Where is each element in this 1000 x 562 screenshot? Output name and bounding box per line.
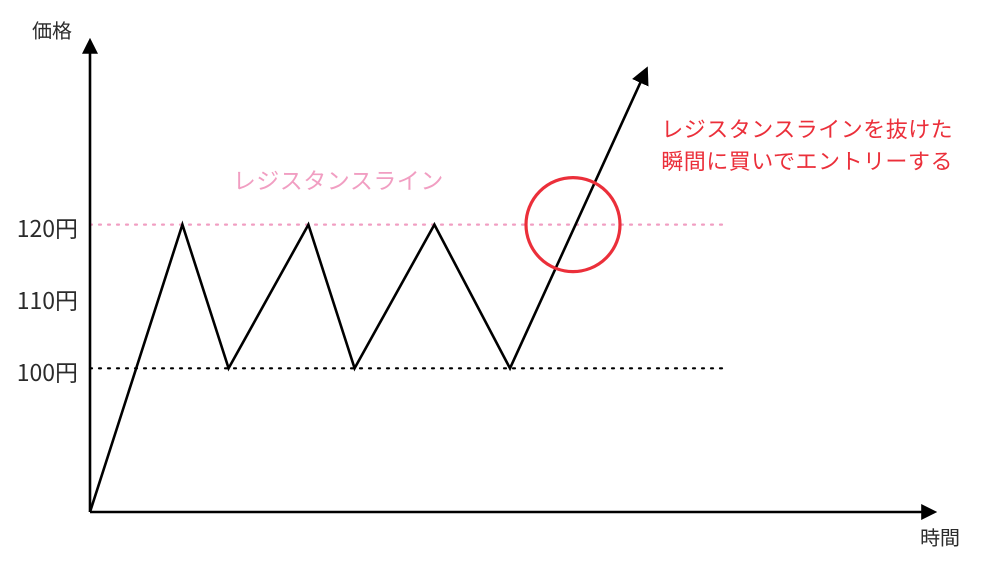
chart-svg [0, 0, 1000, 562]
y-tick-label: 100円 [17, 354, 78, 388]
breakout-note-line2: 瞬間に買いでエントリーする [661, 144, 953, 176]
resistance-label: レジスタンスライン [233, 162, 444, 196]
y-tick-label: 120円 [17, 210, 78, 244]
price-line [90, 74, 644, 512]
breakout-note-line1: レジスタンスラインを抜けた [661, 112, 953, 144]
x-axis-label: 時間 [920, 522, 960, 551]
y-tick-label: 110円 [17, 282, 78, 316]
y-axis-label: 価格 [32, 15, 72, 44]
chart-stage: 100円 110円 120円 価格時間 レジスタンスライン レジスタンスラインを抜けた瞬間… [0, 0, 1000, 562]
